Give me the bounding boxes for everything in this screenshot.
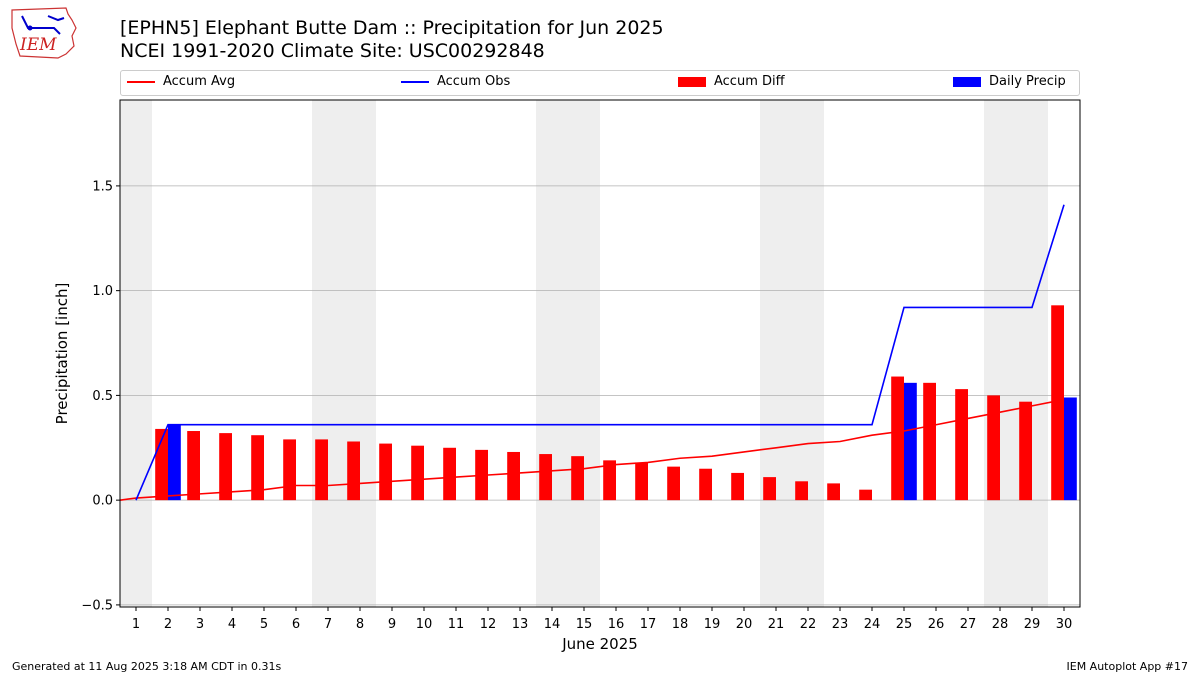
legend-accum-obs: Accum Obs [401, 74, 510, 89]
daily-precip-bar [904, 382, 917, 501]
x-tick-label: 21 [768, 617, 785, 632]
y-axis-label: Precipitation [inch] [53, 283, 71, 425]
x-tick-label: 29 [1024, 617, 1041, 632]
accum-diff-bar [923, 382, 936, 501]
chart-title: [EPHN5] Elephant Butte Dam :: Precipitat… [120, 17, 664, 39]
legend-daily-precip: Daily Precip [953, 74, 1066, 89]
accum-diff-bar [379, 443, 392, 501]
chart-subtitle: NCEI 1991-2020 Climate Site: USC00292848 [120, 40, 545, 62]
x-tick-label: 7 [324, 617, 332, 632]
y-tick-label: 0.5 [92, 389, 113, 404]
y-tick-label: 0.0 [92, 494, 113, 509]
x-tick-label: 14 [544, 617, 561, 632]
accum-diff-bar [891, 376, 904, 501]
accum-diff-bar [1051, 305, 1064, 501]
legend-accum-avg-label: Accum Avg [163, 74, 236, 89]
accum-diff-bar [1019, 401, 1032, 501]
plot-frame [119, 99, 1081, 608]
x-tick-label: 11 [448, 617, 465, 632]
accum-diff-bar [411, 445, 424, 501]
accum-avg-line [119, 398, 1065, 501]
x-tick-label: 17 [640, 617, 657, 632]
accum-diff-bar [251, 435, 264, 501]
accum-diff-bar [539, 454, 552, 501]
accum-diff-bar [859, 489, 872, 501]
legend-accum-obs-swatch [401, 80, 429, 83]
app-footer: IEM Autoplot App #17 [1066, 660, 1189, 673]
legend-accum-diff: Accum Diff [678, 74, 785, 89]
accum-diff-bar [827, 483, 840, 501]
legend-accum-avg-swatch [127, 80, 155, 83]
x-tick-label: 18 [672, 617, 689, 632]
weekend-shade [760, 100, 824, 607]
y-tick-label: −0.5 [81, 598, 113, 613]
accum-diff-bar [603, 460, 616, 501]
x-tick-label: 12 [480, 617, 497, 632]
accum-diff-bar [795, 481, 808, 501]
iem-logo: IEM [11, 7, 77, 59]
x-tick-label: 25 [896, 617, 913, 632]
daily-precip-bar [1064, 397, 1077, 501]
accum-diff-bar [347, 441, 360, 501]
x-tick-label: 15 [576, 617, 593, 632]
legend-accum-diff-label: Accum Diff [714, 74, 785, 89]
x-tick-label: 9 [388, 617, 396, 632]
x-tick-label: 27 [960, 617, 977, 632]
accum-obs-line [135, 204, 1065, 501]
x-tick-label: 2 [164, 617, 172, 632]
accum-diff-bar [507, 451, 520, 501]
weekend-shade [120, 100, 152, 607]
weekend-shade [312, 100, 376, 607]
accum-diff-bar [571, 456, 584, 501]
accum-diff-bar [219, 433, 232, 501]
daily-precip-bar [168, 424, 181, 501]
accum-diff-bar [731, 472, 744, 501]
x-axis-label: June 2025 [561, 635, 638, 653]
accum-diff-bar [443, 447, 456, 501]
accum-diff-bar [315, 439, 328, 501]
logo-text: IEM [19, 35, 57, 55]
accum-diff-bar [987, 395, 1000, 501]
x-tick-label: 23 [832, 617, 849, 632]
y-tick-label: 1.5 [92, 179, 113, 194]
y-tick-label: 1.0 [92, 284, 113, 299]
x-tick-label: 6 [292, 617, 300, 632]
accum-diff-bar [763, 477, 776, 501]
weekend-shade [536, 100, 600, 607]
accum-diff-bar [955, 389, 968, 501]
x-tick-label: 20 [736, 617, 753, 632]
legend-accum-avg: Accum Avg [127, 74, 235, 89]
x-tick-label: 5 [260, 617, 268, 632]
x-tick-label: 8 [356, 617, 364, 632]
x-tick-label: 4 [228, 617, 236, 632]
x-tick-label: 13 [512, 617, 529, 632]
x-tick-label: 26 [928, 617, 945, 632]
x-tick-label: 24 [864, 617, 881, 632]
x-tick-label: 16 [608, 617, 625, 632]
x-tick-label: 30 [1056, 617, 1073, 632]
x-tick-label: 10 [416, 617, 433, 632]
x-tick-label: 22 [800, 617, 817, 632]
legend-accum-diff-swatch [678, 76, 706, 87]
legend-daily-precip-label: Daily Precip [989, 74, 1066, 89]
legend-accum-obs-label: Accum Obs [437, 74, 511, 89]
x-tick-label: 19 [704, 617, 721, 632]
x-tick-label: 3 [196, 617, 204, 632]
accum-diff-bar [635, 462, 648, 501]
accum-diff-bar [187, 431, 200, 501]
x-tick-label: 28 [992, 617, 1009, 632]
accum-diff-bar [667, 466, 680, 501]
x-tick-label: 1 [132, 617, 140, 632]
accum-diff-bar [283, 439, 296, 501]
generated-footer: Generated at 11 Aug 2025 3:18 AM CDT in … [12, 660, 282, 673]
accum-diff-bar [699, 468, 712, 501]
legend-daily-precip-swatch [953, 76, 981, 87]
legend: Accum Avg Accum Obs Accum Diff Daily Pre… [120, 70, 1080, 96]
weekend-shade [984, 100, 1048, 607]
